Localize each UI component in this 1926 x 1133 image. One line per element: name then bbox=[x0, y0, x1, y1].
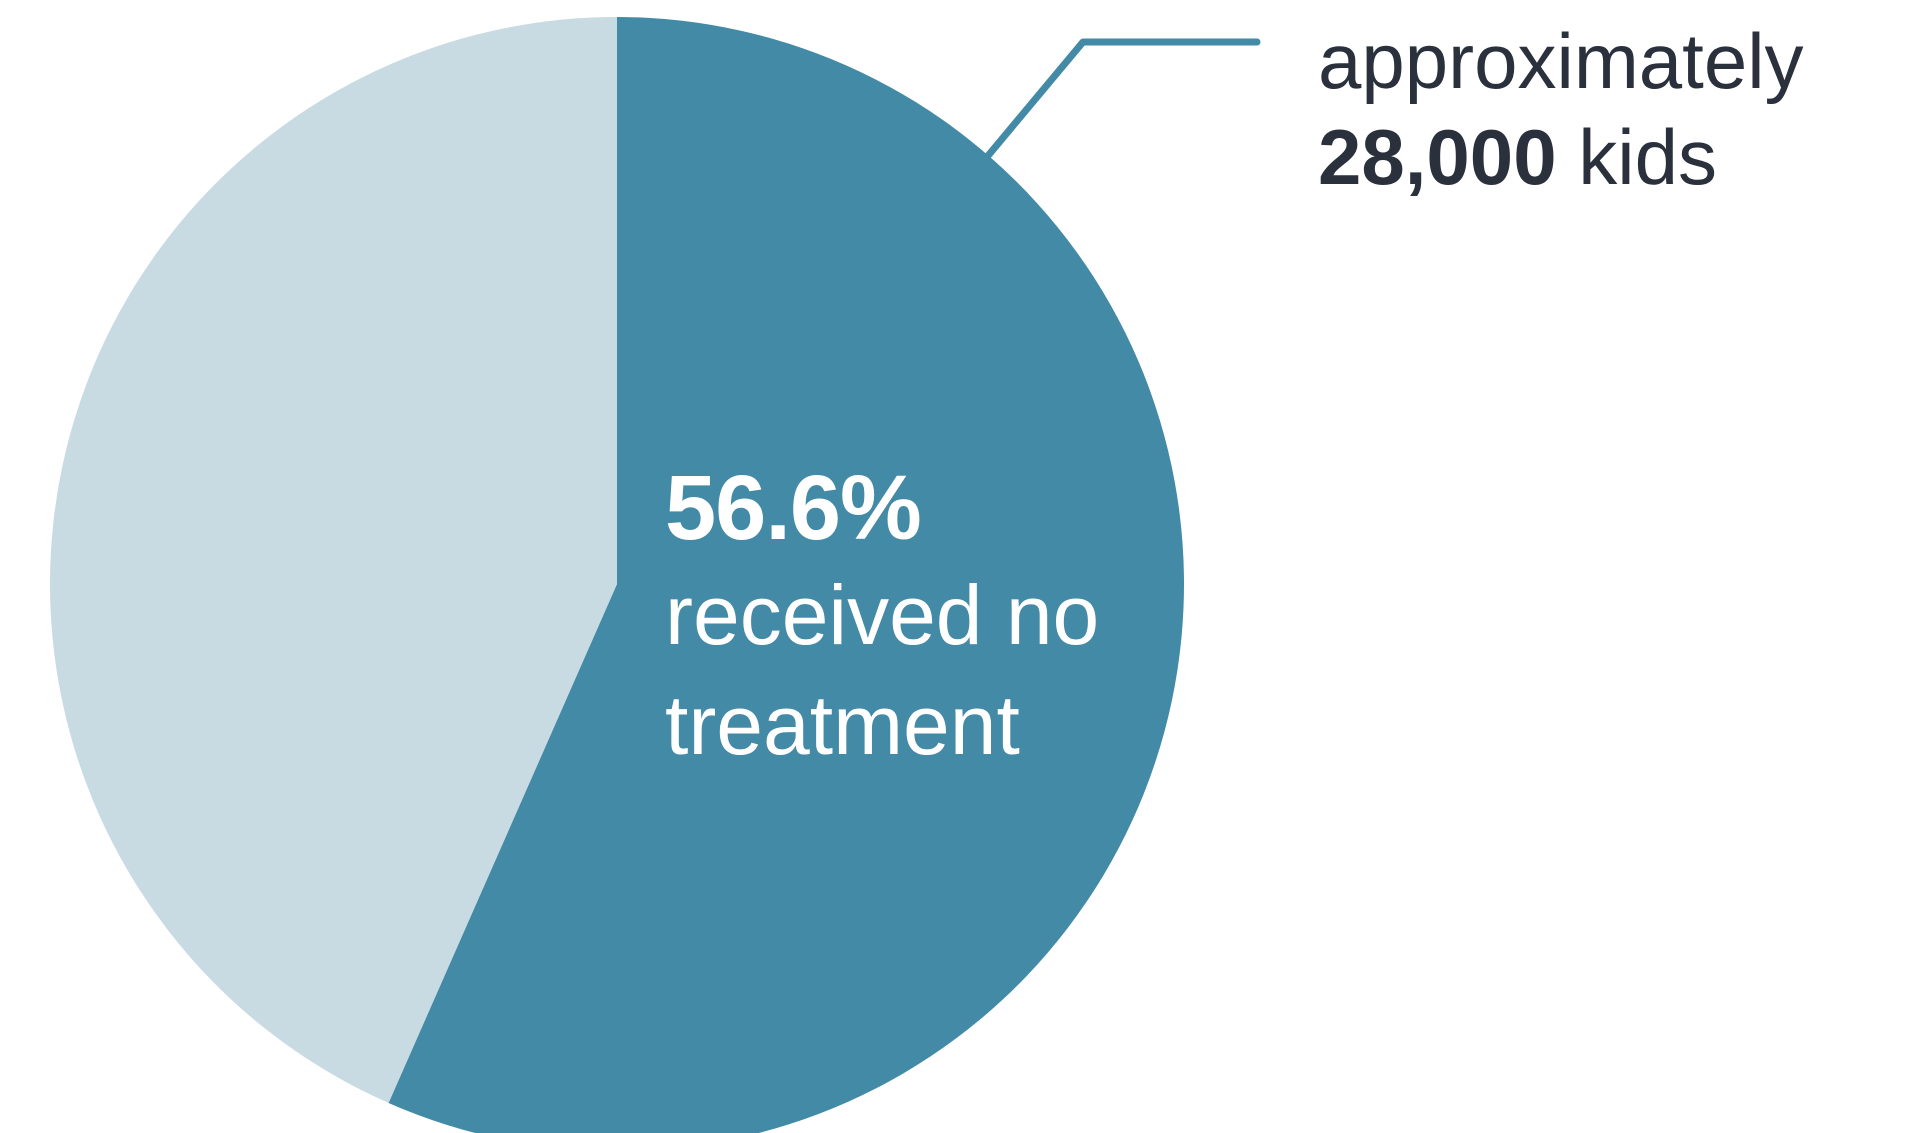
pie-slice-remainder bbox=[50, 17, 617, 1103]
callout-leader-line bbox=[977, 38, 1261, 168]
slice-description-label: received no treatment bbox=[665, 568, 1100, 772]
callout-count: 28,000 bbox=[1318, 113, 1557, 201]
pie-slices bbox=[50, 17, 1185, 1133]
slice-percent-label: 56.6% bbox=[665, 457, 922, 559]
callout-prefix: approximately bbox=[1318, 17, 1804, 105]
pie-slice-no-treatment bbox=[388, 17, 1185, 1133]
callout-suffix: kids bbox=[1578, 113, 1717, 201]
callout-annotation: approximately 28,000 kids bbox=[1318, 22, 1804, 196]
callout-count-line: 28,000 kids bbox=[1318, 118, 1804, 196]
slice-label-no-treatment: 56.6% received no treatment bbox=[665, 462, 1135, 780]
